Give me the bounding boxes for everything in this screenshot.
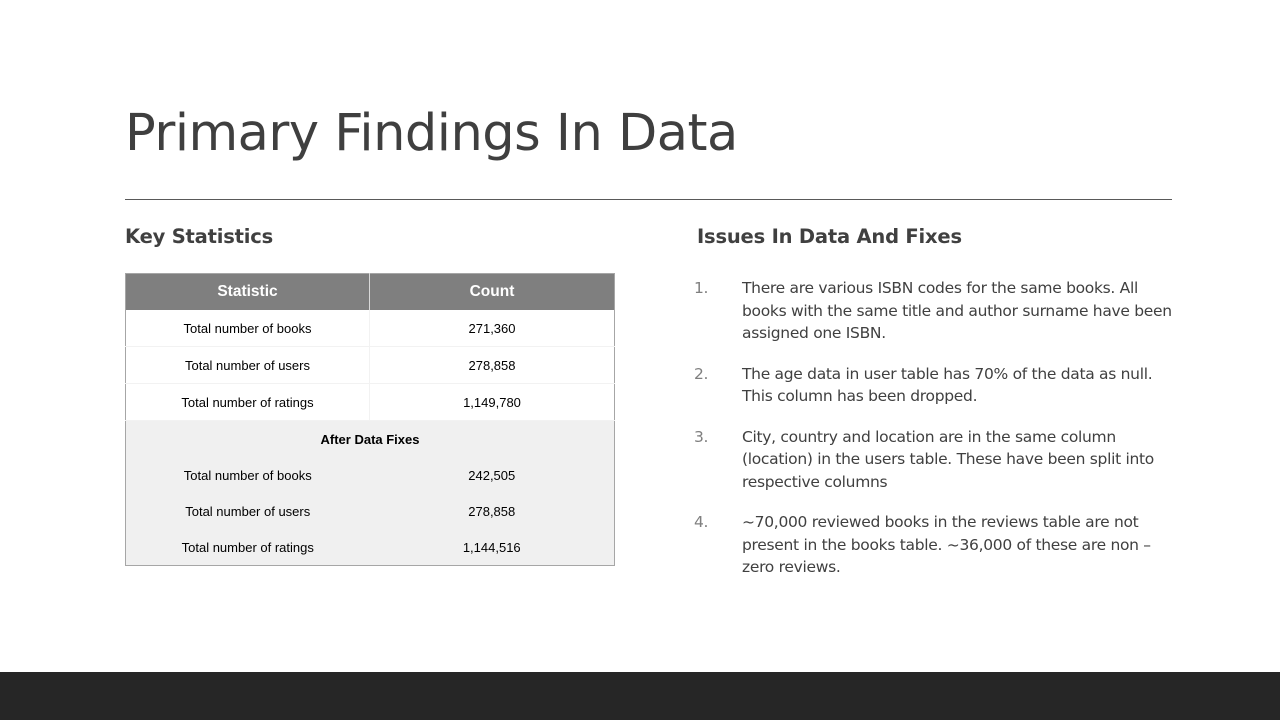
issue-text: City, country and location are in the sa… [742,427,1154,491]
statistic-cell: Total number of ratings [125,383,370,421]
issue-text: ~70,000 reviewed books in the reviews ta… [742,513,1151,576]
after-fixes-subheading: After Data Fixes [125,420,615,457]
issue-text: The age data in user table has 70% of th… [742,364,1153,406]
statistic-cell: Total number of users [125,493,370,529]
list-item: 1. There are various ISBN codes for the … [694,277,1174,345]
issue-text: There are various ISBN codes for the sam… [742,279,1172,342]
count-cell: 1,144,516 [369,529,615,566]
count-cell: 1,149,780 [369,383,615,421]
list-item: 4. ~70,000 reviewed books in the reviews… [694,511,1174,579]
list-number: 4. [694,513,709,531]
list-number: 3. [694,427,709,446]
statistic-cell: Total number of users [125,346,370,384]
statistic-cell: Total number of books [125,457,370,493]
count-cell: 242,505 [369,457,615,493]
list-item: 2. The age data in user table has 70% of… [694,363,1174,408]
list-number: 1. [694,279,709,297]
list-item: 3. City, country and location are in the… [694,426,1174,494]
footer-bar [0,672,1280,720]
column-header-count: Count [369,273,615,310]
table-row: Total number of books 242,505 [125,457,615,493]
table-row: Total number of books 271,360 [125,310,615,347]
table-row: Total number of users 278,858 [125,346,615,384]
table-row: Total number of ratings 1,144,516 [125,529,615,566]
list-number: 2. [694,364,709,383]
issues-list: 1. There are various ISBN codes for the … [694,277,1174,597]
key-statistics-heading: Key Statistics [125,225,274,248]
column-header-statistic: Statistic [125,273,370,310]
table-header-row: Statistic Count [125,273,615,310]
after-fixes-subheading-row: After Data Fixes [125,420,615,457]
issues-heading: Issues In Data And Fixes [697,225,962,248]
slide-title: Primary Findings In Data [125,104,738,163]
table-row: Total number of users 278,858 [125,493,615,529]
count-cell: 271,360 [369,310,615,347]
statistic-cell: Total number of books [125,310,370,347]
count-cell: 278,858 [369,346,615,384]
title-divider [125,199,1172,200]
statistic-cell: Total number of ratings [125,529,370,566]
table-row: Total number of ratings 1,149,780 [125,383,615,421]
statistics-table: Statistic Count Total number of books 27… [125,273,615,566]
count-cell: 278,858 [369,493,615,529]
